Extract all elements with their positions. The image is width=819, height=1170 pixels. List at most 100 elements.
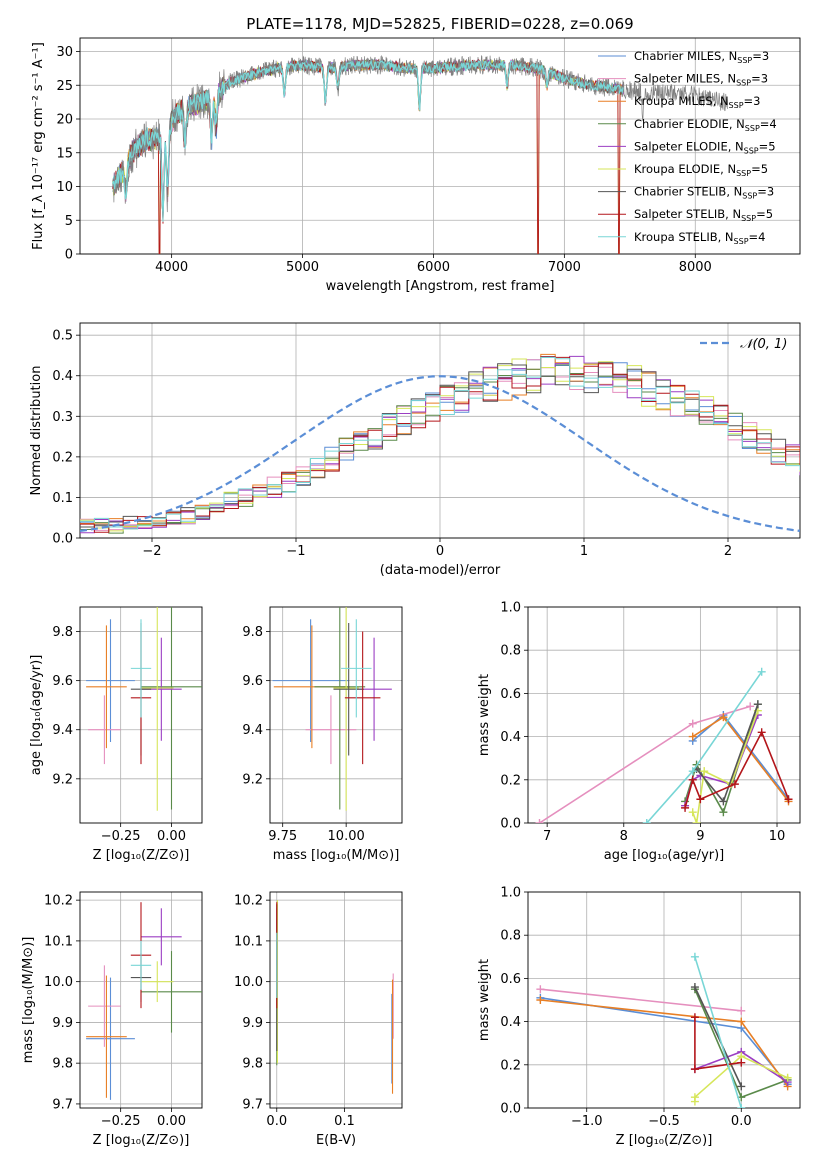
y-tick-label: 10.2: [234, 894, 263, 909]
data-point-marker: [681, 803, 690, 812]
series-group: [690, 983, 746, 1091]
y-tick-label: 10.1: [44, 934, 73, 949]
y-tick-label: 10.1: [234, 934, 263, 949]
series-group: [690, 1013, 746, 1074]
histogram-step-line: [80, 362, 800, 528]
y-tick-label: 1.0: [500, 601, 521, 616]
x-axis-label: Z [log₁₀(Z/Z⊙)]: [616, 1133, 713, 1148]
x-tick-label: 0.00: [157, 829, 186, 844]
errorbar-point: [344, 631, 381, 765]
spectrum-legend: Chabrier MILES, NSSP=3 Salpeter MILES, NS…: [598, 49, 777, 246]
x-tick-label: 10: [769, 829, 786, 844]
y-tick-label: 10: [56, 180, 73, 195]
series-group: [535, 702, 755, 823]
errorbar-point: [86, 625, 127, 749]
series-group: [536, 996, 792, 1091]
axes-frame: [79, 37, 801, 255]
y-tick-label: 9.8: [242, 1057, 263, 1072]
y-tick-label: 0.4: [500, 1015, 521, 1030]
legend-entry: Kroupa STELIB, NSSP=4: [634, 230, 765, 246]
axes-frame: [269, 891, 403, 1109]
x-axis-label: mass [log₁₀(M/M⊙)]: [273, 848, 400, 863]
y-tick-label: 0: [65, 248, 73, 263]
data-point-marker: [753, 700, 762, 709]
x-tick-label: −0.5: [648, 1114, 680, 1129]
x-tick-label: 0.1: [334, 1114, 355, 1129]
data-point-marker: [642, 819, 651, 823]
z-vs-weight-axes: −1.0 −0.5 0.0 0.0 0.2 0.4 0.6 0.8 1.0 Z [log₁₀(Z/…: [477, 886, 801, 1148]
y-axis-label: mass weight: [477, 959, 492, 1041]
spectrum-lines: [112, 54, 729, 254]
errorbar-point: [141, 607, 174, 811]
series-line: [540, 988, 742, 1012]
y-tick-label: 9.7: [52, 1097, 73, 1112]
y-tick-label: 20: [56, 113, 73, 128]
series-line: [684, 730, 790, 809]
mass-vs-age-errorbars: [272, 607, 392, 811]
y-tick-label: 9.8: [242, 625, 263, 640]
errorbar-point: [86, 619, 135, 742]
errorbar-point: [88, 965, 121, 1047]
y-axis-label: age [log₁₀(age/yr)]: [29, 655, 44, 776]
data-point-marker: [696, 795, 705, 804]
y-tick-label: 9.7: [242, 1097, 263, 1112]
y-tick-label: 0.8: [500, 644, 521, 659]
x-tick-label: −1.0: [571, 1114, 603, 1129]
legend-entry: Chabrier ELODIE, NSSP=4: [634, 117, 777, 133]
data-point-marker: [746, 702, 755, 711]
y-tick-label: 0.2: [52, 450, 73, 465]
data-point-marker: [737, 1082, 746, 1091]
legend-entry: Chabrier MILES, NSSP=3: [634, 49, 769, 65]
y-tick-label: 0.0: [52, 532, 73, 547]
y-tick-label: 30: [56, 45, 73, 60]
y-tick-label: 9.6: [242, 674, 263, 689]
data-point-marker: [783, 1073, 792, 1082]
age-vs-weight-lines: [535, 667, 793, 823]
series-group: [690, 952, 746, 1108]
x-axis-label: Z [log₁₀(Z/Z⊙)]: [93, 1133, 190, 1148]
data-point-marker: [690, 1065, 699, 1074]
series-line: [684, 703, 759, 815]
x-axis-label: wavelength [Angstrom, rest frame]: [326, 279, 555, 294]
z-vs-mass-axes: −0.25 0.00 9.7 9.8 9.9 10.0 10.1 10.2 Z [log₁₀(Z…: [21, 891, 203, 1148]
y-axis-label: mass [log₁₀(M/M⊙)]: [21, 937, 36, 1064]
x-axis-label: (data-model)/error: [380, 563, 501, 578]
data-point-marker: [757, 728, 766, 737]
errorbar-point: [141, 607, 202, 810]
data-point-marker: [719, 713, 728, 722]
x-tick-label: −1: [286, 544, 305, 559]
errorbar-point: [333, 622, 364, 756]
data-point-marker: [737, 1058, 746, 1067]
data-point-marker: [536, 985, 545, 994]
x-tick-label: 0.0: [731, 1114, 752, 1129]
mass-vs-age-axes: 9.75 10.00 9.2 9.4 9.6 9.8 mass [log₁₀(M/M⊙)]: [242, 606, 403, 863]
y-tick-label: 0.6: [500, 972, 521, 987]
x-tick-label: 8000: [679, 260, 712, 275]
y-tick-label: 25: [56, 79, 73, 94]
axes-frame: [79, 891, 203, 1109]
y-axis-label: Normed distribution: [29, 366, 44, 496]
errorbar-point: [130, 940, 152, 990]
series-line: [694, 986, 743, 1087]
errorbar-point: [130, 619, 152, 718]
y-tick-label: 9.4: [52, 723, 73, 738]
y-tick-label: 10.2: [44, 894, 73, 909]
histogram-step-line: [80, 357, 800, 530]
errorbar-point: [272, 619, 349, 742]
axes-frame: [79, 322, 801, 539]
series-line: [694, 956, 743, 1108]
errorbar-point: [305, 695, 357, 765]
z-vs-age-axes: −0.25 0.00 9.2 9.4 9.6 9.8 Z [log₁₀(Z/Z⊙)] age …: [29, 606, 203, 863]
x-tick-label: 9: [696, 829, 704, 844]
data-point-marker: [719, 797, 728, 806]
x-tick-label: 6000: [417, 260, 450, 275]
x-axis-label: age [log₁₀(age/yr)]: [604, 848, 725, 863]
y-tick-label: 0.5: [52, 329, 73, 344]
x-axis-label: E(B-V): [316, 1133, 356, 1148]
x-tick-label: −2: [142, 544, 161, 559]
x-tick-label: 7: [543, 829, 551, 844]
x-tick-label: 10.00: [328, 829, 365, 844]
data-point-marker: [737, 1006, 746, 1015]
y-tick-label: 0.3: [52, 410, 73, 425]
